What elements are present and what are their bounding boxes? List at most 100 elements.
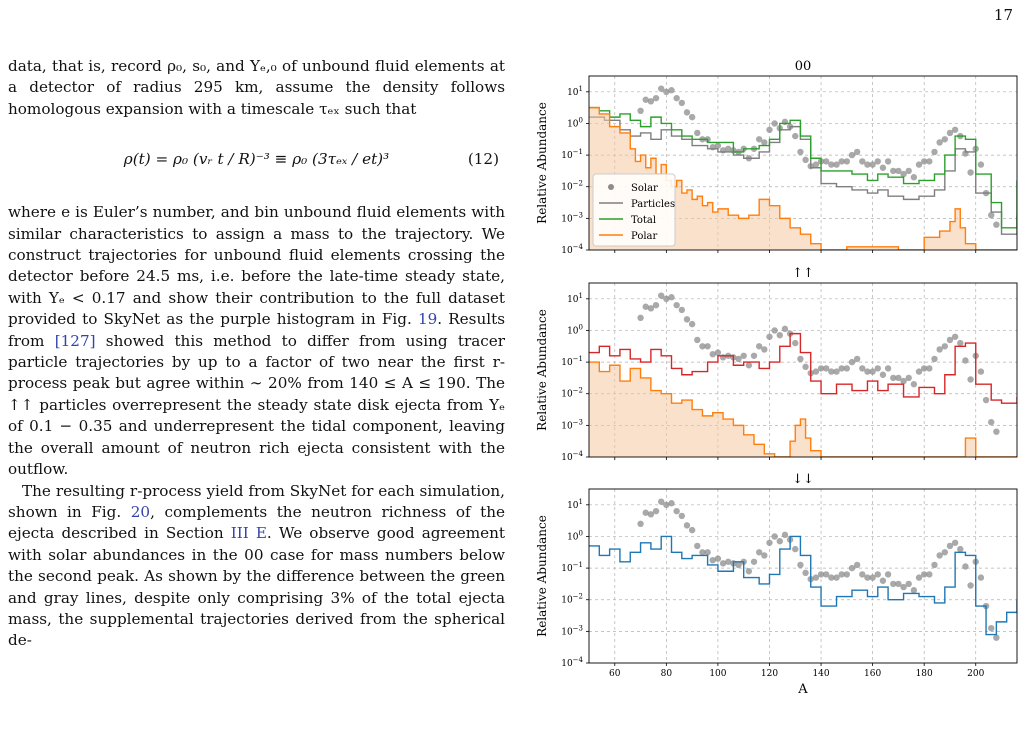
solar-point bbox=[977, 574, 985, 581]
solar-point bbox=[915, 574, 923, 581]
p1b-text: where e is Euler’s number, and bin unbou… bbox=[8, 203, 505, 329]
solar-point bbox=[931, 355, 938, 363]
axes-frame bbox=[588, 488, 1018, 664]
solar-point bbox=[740, 352, 747, 359]
axes-frame bbox=[588, 282, 1018, 458]
y-tick-label: 100 bbox=[567, 116, 583, 129]
solar-point bbox=[838, 158, 845, 165]
solar-point bbox=[900, 377, 907, 385]
solar-point bbox=[920, 365, 928, 372]
solar-point bbox=[823, 158, 830, 165]
solar-point bbox=[647, 511, 655, 518]
solar-point bbox=[848, 151, 856, 159]
solar-point bbox=[905, 580, 912, 588]
solar-point bbox=[931, 148, 938, 156]
plot-area bbox=[589, 292, 1017, 457]
y-tick-label: 10−1 bbox=[561, 148, 583, 161]
solar-point bbox=[931, 561, 938, 569]
series-fill-polar bbox=[589, 107, 1017, 250]
citation-127-link[interactable]: [127] bbox=[54, 331, 96, 350]
solar-point bbox=[678, 99, 686, 107]
chart-panel-0: 00 10−4 10−3 10−2 10−1 100 101 Relative Abundan… bbox=[535, 59, 1018, 256]
solar-point bbox=[890, 374, 897, 382]
solar-point bbox=[802, 569, 809, 577]
solar-point bbox=[812, 161, 820, 168]
solar-point bbox=[647, 305, 655, 312]
legend-marker bbox=[608, 184, 614, 190]
y-tick-label: 10−4 bbox=[561, 450, 583, 463]
fig19-link[interactable]: 19 bbox=[417, 310, 438, 329]
solar-point bbox=[859, 158, 866, 165]
solar-point bbox=[673, 507, 680, 515]
paragraph-2: The resulting r-process yield from SkyNe… bbox=[8, 481, 505, 652]
plot-area bbox=[589, 498, 1017, 641]
solar-point bbox=[853, 561, 861, 569]
solar-point bbox=[766, 333, 773, 340]
solar-point bbox=[642, 509, 649, 516]
series-fill-orange bbox=[589, 362, 1017, 457]
panel-title: 00 bbox=[795, 59, 812, 74]
solar-point bbox=[879, 577, 887, 584]
solar-point bbox=[755, 343, 763, 350]
x-tick-label: 180 bbox=[916, 669, 933, 679]
axes-frame bbox=[588, 75, 1018, 251]
solar-point bbox=[910, 381, 918, 388]
paragraph-1a: data, that is, record ρ₀, s₀, and Yₑ,₀ o… bbox=[8, 57, 505, 118]
solar-point bbox=[673, 301, 680, 309]
solar-point bbox=[802, 156, 809, 164]
y-tick-label: 100 bbox=[567, 323, 583, 336]
y-tick-label: 10−2 bbox=[561, 593, 583, 606]
series-line-polar bbox=[589, 106, 1017, 250]
y-tick-label: 10−3 bbox=[561, 211, 583, 224]
solar-point bbox=[812, 368, 820, 375]
solar-point bbox=[895, 167, 902, 175]
solar-point bbox=[745, 362, 753, 369]
solar-point bbox=[683, 316, 691, 323]
solar-point bbox=[678, 512, 686, 520]
solar-point bbox=[926, 571, 933, 578]
solar-point bbox=[663, 88, 670, 96]
solar-point bbox=[833, 574, 840, 581]
x-tick-label: 140 bbox=[812, 669, 829, 679]
solar-point bbox=[642, 303, 649, 310]
solar-point bbox=[652, 507, 660, 515]
solar-point bbox=[993, 634, 1000, 641]
solar-point bbox=[683, 109, 691, 116]
solar-point bbox=[864, 368, 871, 375]
legend-label: Solar bbox=[631, 183, 658, 194]
x-tick-label: 80 bbox=[661, 669, 673, 679]
legend-label: Particles bbox=[631, 199, 675, 210]
solar-point bbox=[657, 85, 665, 92]
solar-point bbox=[848, 358, 856, 366]
y-tick-label: 10−2 bbox=[561, 387, 583, 400]
solar-point bbox=[864, 574, 871, 581]
solar-point bbox=[838, 365, 845, 372]
y-axis-label: Relative Abundance bbox=[535, 309, 549, 431]
series-line-total bbox=[589, 106, 1017, 229]
chart-panel-1: ↑↑ 10−4 10−3 10−2 10−1 100 101 Relative Abundan… bbox=[535, 266, 1018, 463]
solar-point bbox=[776, 538, 783, 545]
p1d-text: showed this method to differ from using … bbox=[8, 331, 506, 479]
plot-area bbox=[589, 85, 1017, 250]
y-tick-label: 101 bbox=[567, 498, 583, 511]
solar-point bbox=[993, 428, 1000, 435]
solar-point bbox=[688, 113, 696, 121]
legend-label: Polar bbox=[631, 231, 658, 242]
solar-point bbox=[792, 545, 799, 553]
solar-point bbox=[843, 571, 851, 578]
solar-point bbox=[668, 500, 675, 507]
series-line-orange bbox=[589, 361, 1017, 457]
y-tick-label: 10−2 bbox=[561, 180, 583, 193]
fig20-link[interactable]: 20 bbox=[130, 502, 151, 521]
solar-point bbox=[797, 355, 804, 363]
paragraph-1b: where e is Euler’s number, and bin unbou… bbox=[8, 202, 505, 480]
solar-point bbox=[941, 549, 949, 556]
solar-point bbox=[725, 145, 732, 152]
section-link[interactable]: III E bbox=[230, 524, 267, 543]
solar-point bbox=[833, 368, 840, 375]
solar-point bbox=[761, 139, 768, 146]
solar-point bbox=[668, 87, 675, 94]
solar-point bbox=[745, 568, 753, 575]
solar-point bbox=[750, 558, 758, 565]
p2c-text: . We observe good agreement with solar a… bbox=[8, 524, 505, 650]
